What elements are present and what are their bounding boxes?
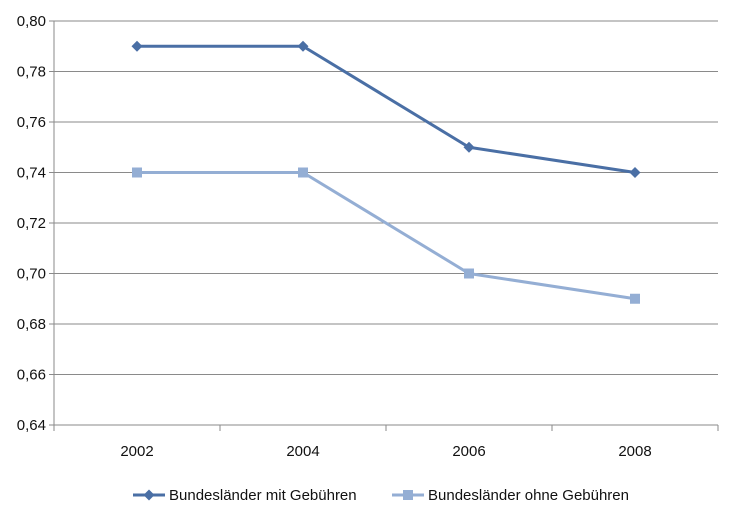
legend-label: Bundesländer ohne Gebühren [428, 487, 629, 504]
legend-square-icon [403, 490, 413, 500]
y-tick-label: 0,64 [17, 417, 46, 434]
y-tick-label: 0,74 [17, 165, 46, 182]
diamond-marker [463, 141, 475, 153]
series-1 [131, 40, 641, 178]
square-marker [132, 167, 142, 178]
data-series [131, 40, 641, 304]
y-tick-label: 0,70 [17, 266, 46, 283]
x-tick-label: 2002 [120, 443, 153, 460]
square-marker [464, 268, 474, 279]
legend-label: Bundesländer mit Gebühren [169, 487, 357, 504]
y-tick-label: 0,68 [17, 316, 46, 333]
legend-diamond-icon [143, 489, 155, 501]
y-tick-label: 0,66 [17, 367, 46, 384]
x-tick-label: 2006 [452, 443, 485, 460]
square-marker [630, 293, 640, 304]
legend: Bundesländer mit Gebühren Bundesländer oh… [133, 487, 629, 504]
y-tick-label: 0,80 [17, 13, 46, 30]
diamond-marker [297, 40, 309, 52]
y-axis-tick-labels: 0,64 0,66 0,68 0,70 0,72 0,74 0,76 0,78 0,80 [17, 13, 46, 434]
series-line [137, 171, 636, 301]
diamond-marker [131, 40, 143, 52]
series-line [137, 44, 636, 174]
legend-entry-2: Bundesländer ohne Gebühren [392, 487, 629, 504]
square-marker [298, 167, 308, 178]
y-tick-label: 0,78 [17, 64, 46, 81]
y-tick-label: 0,76 [17, 114, 46, 131]
gridlines [54, 20, 718, 375]
x-axis-tick-labels: 2002 2004 2006 2008 [120, 443, 651, 460]
diamond-marker [629, 167, 641, 178]
x-tick-label: 2004 [286, 443, 319, 460]
legend-entry-1: Bundesländer mit Gebühren [133, 487, 357, 504]
x-tick-label: 2008 [618, 443, 651, 460]
series-2 [132, 167, 640, 304]
axes [49, 20, 719, 431]
y-tick-label: 0,72 [17, 215, 46, 232]
